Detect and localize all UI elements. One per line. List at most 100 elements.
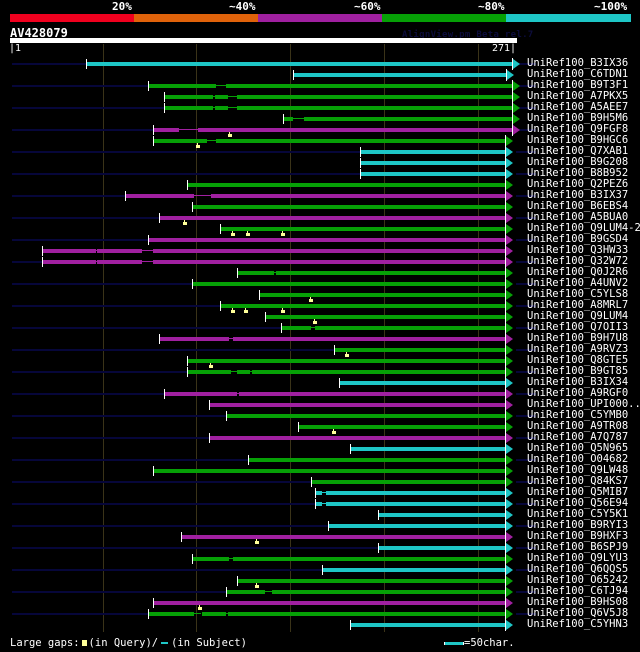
hit-row[interactable]: UniRef100_B6EBS4 bbox=[0, 200, 640, 213]
hit-label[interactable]: UniRef100_B9G208 bbox=[527, 156, 629, 168]
hit-label[interactable]: UniRef100_B9GSD4 bbox=[527, 233, 629, 245]
hit-row[interactable]: UniRef100_B9T3F1 bbox=[0, 79, 640, 92]
hit-row[interactable]: UniRef100_B9G208 bbox=[0, 156, 640, 169]
hit-label[interactable]: UniRef100_B3IX36 bbox=[527, 57, 629, 69]
hit-row[interactable]: UniRef100_Q9FGF8 bbox=[0, 123, 640, 137]
hit-label[interactable]: UniRef100_A8MRL7 bbox=[527, 299, 629, 311]
hit-row[interactable]: UniRef100_B9H7U8 bbox=[0, 332, 640, 345]
hit-label[interactable]: UniRef100_Q0J2R6 bbox=[527, 266, 629, 278]
hit-row[interactable]: UniRef100_Q3HW33 bbox=[0, 244, 640, 257]
hit-row[interactable]: UniRef100_A7PKX5 bbox=[0, 90, 640, 103]
hit-label[interactable]: UniRef100_B8B952 bbox=[527, 167, 629, 179]
hit-label[interactable]: UniRef100_Q7OII3 bbox=[527, 321, 629, 333]
hit-label[interactable]: UniRef100_Q84KS7 bbox=[527, 475, 629, 487]
hit-row[interactable]: UniRef100_Q9LYU3 bbox=[0, 552, 640, 565]
hit-label[interactable]: UniRef100_Q9LW48 bbox=[527, 464, 629, 476]
hit-row[interactable]: UniRef100_O04682 bbox=[0, 453, 640, 466]
hit-row[interactable]: UniRef100_Q7XAB1 bbox=[0, 145, 640, 158]
hit-label[interactable]: UniRef100_Q5MIB7 bbox=[527, 486, 629, 498]
hit-row[interactable]: UniRef100_Q32W72 bbox=[0, 255, 640, 268]
hit-label[interactable]: UniRef100_Q6V5J8 bbox=[527, 607, 629, 619]
hit-label[interactable]: UniRef100_B6EBS4 bbox=[527, 200, 629, 212]
hit-row[interactable]: UniRef100_B6SPJ9 bbox=[0, 541, 640, 554]
hit-label[interactable]: UniRef100_A9RGF0 bbox=[527, 387, 629, 399]
hit-label[interactable]: UniRef100_B9H7U8 bbox=[527, 332, 629, 344]
hit-label[interactable]: UniRef100_B9T3F1 bbox=[527, 79, 629, 91]
hit-label[interactable]: UniRef100_C5YLS8 bbox=[527, 288, 629, 300]
hit-row[interactable]: UniRef100_B9H5M6 bbox=[0, 112, 640, 125]
hit-label[interactable]: UniRef100_Q32W72 bbox=[527, 255, 629, 267]
hit-row[interactable]: UniRef100_O65242 bbox=[0, 574, 640, 588]
hit-label[interactable]: UniRef100_Q9LYU3 bbox=[527, 552, 629, 564]
hit-row[interactable]: UniRef100_UPI000.. bbox=[0, 398, 640, 411]
hit-label[interactable]: UniRef100_B6SPJ9 bbox=[527, 541, 629, 553]
hit-label[interactable]: UniRef100_Q5N965 bbox=[527, 442, 629, 454]
hit-row[interactable]: UniRef100_A7Q787 bbox=[0, 431, 640, 444]
hit-row[interactable]: UniRef100_C5YLS8 bbox=[0, 288, 640, 302]
hit-label[interactable]: UniRef100_Q9FGF8 bbox=[527, 123, 629, 135]
hit-label[interactable]: UniRef100_B9GT85 bbox=[527, 365, 629, 377]
hit-label[interactable]: UniRef100_C5Y5K1 bbox=[527, 508, 629, 520]
hit-row[interactable]: UniRef100_B9GT85 bbox=[0, 365, 640, 378]
hit-label[interactable]: UniRef100_Q7XAB1 bbox=[527, 145, 629, 157]
hit-row[interactable]: UniRef100_C6TJ94 bbox=[0, 585, 640, 598]
hit-row[interactable]: UniRef100_Q9LUM4 bbox=[0, 310, 640, 324]
hit-row[interactable]: UniRef100_A4UNV2 bbox=[0, 277, 640, 290]
hit-label[interactable]: UniRef100_B9H5M6 bbox=[527, 112, 629, 124]
hit-row[interactable]: UniRef100_A9RVZ3 bbox=[0, 343, 640, 357]
hit-row[interactable]: UniRef100_B9HGC6 bbox=[0, 134, 640, 148]
hit-label[interactable]: UniRef100_Q9LUM4-2 bbox=[527, 222, 640, 234]
hit-label[interactable]: UniRef100_A5AEE7 bbox=[527, 101, 629, 113]
hit-label[interactable]: UniRef100_A7Q787 bbox=[527, 431, 629, 443]
hit-row[interactable]: UniRef100_Q0J2R6 bbox=[0, 266, 640, 279]
hit-label[interactable]: UniRef100_B9HS08 bbox=[527, 596, 629, 608]
hit-row[interactable]: UniRef100_B3IX36 bbox=[0, 57, 640, 70]
hit-label[interactable]: UniRef100_A4UNV2 bbox=[527, 277, 629, 289]
hit-label[interactable]: UniRef100_B9HXF3 bbox=[527, 530, 629, 542]
hit-row[interactable]: UniRef100_C5YMB0 bbox=[0, 409, 640, 422]
hit-row[interactable]: UniRef100_Q84KS7 bbox=[0, 475, 640, 488]
hit-row[interactable]: UniRef100_B3IX37 bbox=[0, 189, 640, 202]
hit-label[interactable]: UniRef100_A7PKX5 bbox=[527, 90, 629, 102]
hit-label[interactable]: UniRef100_B3IX34 bbox=[527, 376, 629, 388]
hit-row[interactable]: UniRef100_Q5MIB7 bbox=[0, 486, 640, 499]
hit-row[interactable]: UniRef100_Q56E94 bbox=[0, 497, 640, 510]
hit-row[interactable]: UniRef100_C5YHN3 bbox=[0, 618, 640, 631]
hit-row[interactable]: UniRef100_A8MRL7 bbox=[0, 299, 640, 313]
hit-row[interactable]: UniRef100_Q6QQS5 bbox=[0, 563, 640, 576]
hit-label[interactable]: UniRef100_Q3HW33 bbox=[527, 244, 629, 256]
hit-label[interactable]: UniRef100_Q2PEZ6 bbox=[527, 178, 629, 190]
hit-label[interactable]: UniRef100_UPI000.. bbox=[527, 398, 640, 410]
hit-label[interactable]: UniRef100_Q6QQS5 bbox=[527, 563, 629, 575]
hit-label[interactable]: UniRef100_C6TJ94 bbox=[527, 585, 629, 597]
hit-label[interactable]: UniRef100_A5BUA0 bbox=[527, 211, 629, 223]
hit-label[interactable]: UniRef100_Q56E94 bbox=[527, 497, 629, 509]
hit-row[interactable]: UniRef100_B8B952 bbox=[0, 167, 640, 180]
hit-row[interactable]: UniRef100_A9TR08 bbox=[0, 420, 640, 434]
hit-row[interactable]: UniRef100_Q9LW48 bbox=[0, 464, 640, 477]
hit-label[interactable]: UniRef100_A9RVZ3 bbox=[527, 343, 629, 355]
hit-row[interactable]: UniRef100_Q9LUM4-2 bbox=[0, 222, 640, 236]
hit-row[interactable]: UniRef100_B9RYI3 bbox=[0, 519, 640, 532]
hit-row[interactable]: UniRef100_Q7OII3 bbox=[0, 321, 640, 334]
hit-label[interactable]: UniRef100_Q9LUM4 bbox=[527, 310, 629, 322]
hit-label[interactable]: UniRef100_O04682 bbox=[527, 453, 629, 465]
hit-row[interactable]: UniRef100_C6TDN1 bbox=[0, 68, 640, 81]
hit-row[interactable]: UniRef100_B9HS08 bbox=[0, 596, 640, 610]
hit-label[interactable]: UniRef100_C6TDN1 bbox=[527, 68, 629, 80]
hit-row[interactable]: UniRef100_Q8GTE5 bbox=[0, 354, 640, 368]
hit-row[interactable]: UniRef100_B9GSD4 bbox=[0, 233, 640, 246]
hit-label[interactable]: UniRef100_B9RYI3 bbox=[527, 519, 629, 531]
hit-label[interactable]: UniRef100_Q8GTE5 bbox=[527, 354, 629, 366]
hit-row[interactable]: UniRef100_Q5N965 bbox=[0, 442, 640, 455]
hit-label[interactable]: UniRef100_O65242 bbox=[527, 574, 629, 586]
hit-row[interactable]: UniRef100_A5BUA0 bbox=[0, 211, 640, 225]
hit-label[interactable]: UniRef100_C5YMB0 bbox=[527, 409, 629, 421]
hit-row[interactable]: UniRef100_A9RGF0 bbox=[0, 387, 640, 400]
hit-label[interactable]: UniRef100_C5YHN3 bbox=[527, 618, 629, 630]
hit-label[interactable]: UniRef100_B3IX37 bbox=[527, 189, 629, 201]
hit-label[interactable]: UniRef100_B9HGC6 bbox=[527, 134, 629, 146]
hit-row[interactable]: UniRef100_Q2PEZ6 bbox=[0, 178, 640, 191]
hit-row[interactable]: UniRef100_B9HXF3 bbox=[0, 530, 640, 544]
hit-row[interactable]: UniRef100_Q6V5J8 bbox=[0, 607, 640, 620]
